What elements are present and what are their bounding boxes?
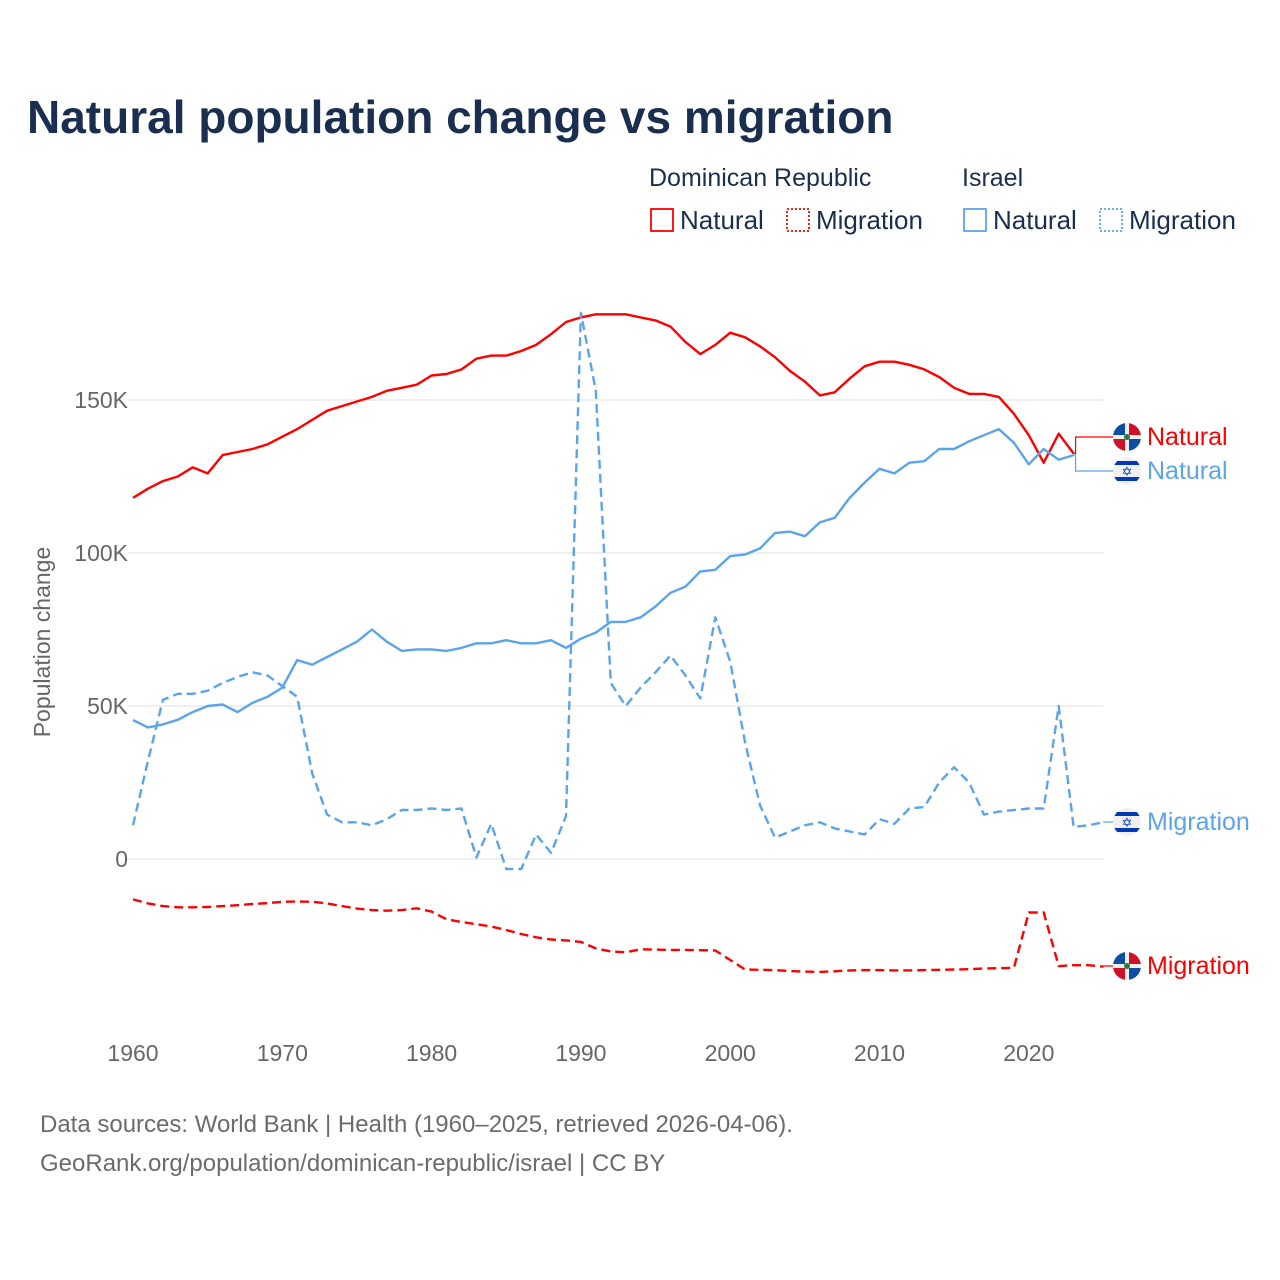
israel-flag-icon: ✡ — [1113, 457, 1141, 485]
legend-label-il-migration[interactable]: Migration — [1129, 205, 1236, 235]
series-line-dominican-republic-migration — [132, 898, 1104, 974]
dominican-republic-flag-icon — [1113, 952, 1141, 980]
x-tick-label: 1990 — [555, 1040, 606, 1066]
chart-title: Natural population change vs migration — [27, 91, 893, 143]
gridlines — [128, 399, 1104, 860]
legend: Dominican Republic Israel Natural Migrat… — [649, 164, 1236, 235]
x-axis-ticks: 1960 1970 1980 1990 2000 2010 2020 — [107, 1040, 1054, 1066]
y-tick-label: 50K — [87, 693, 129, 719]
legend-swatch-dr-natural — [650, 208, 674, 232]
label-connector — [1102, 965, 1113, 967]
x-tick-label: 2020 — [1003, 1040, 1054, 1066]
x-tick-label: 2000 — [705, 1040, 756, 1066]
x-tick-label: 1960 — [107, 1040, 158, 1066]
label-connector — [1073, 436, 1113, 455]
footer-sources: Data sources: World Bank | Health (1960–… — [40, 1111, 793, 1138]
israel-flag-icon: ✡ — [1113, 808, 1141, 836]
end-label-israel-migration: Migration — [1147, 808, 1250, 836]
legend-swatch-dr-migration — [786, 208, 810, 232]
legend-swatch-il-migration — [1099, 208, 1123, 232]
label-connector — [1073, 454, 1113, 472]
legend-label-dr-migration[interactable]: Migration — [816, 205, 923, 235]
x-tick-label: 1970 — [257, 1040, 308, 1066]
svg-text:✡: ✡ — [1122, 815, 1133, 830]
series-line-israel-migration — [131, 311, 1104, 871]
end-label-dominican-republic-natural: Natural — [1147, 423, 1228, 451]
series-line-dominican-republic-natural — [132, 313, 1075, 499]
dominican-republic-flag-icon — [1113, 423, 1141, 451]
y-tick-label: 150K — [74, 387, 128, 413]
x-tick-label: 2010 — [854, 1040, 905, 1066]
legend-group-israel: Israel — [962, 164, 1023, 192]
y-axis-label: Population change — [29, 547, 55, 738]
legend-label-il-natural[interactable]: Natural — [993, 205, 1077, 235]
end-label-israel-natural: Natural — [1147, 457, 1228, 485]
series-line-israel-natural — [132, 427, 1074, 729]
legend-group-dominican-republic: Dominican Republic — [649, 164, 871, 192]
end-labels: Natural Migration ✡ Natural ✡ Migration — [1073, 423, 1250, 980]
series-lines — [131, 311, 1104, 974]
y-axis-ticks: 0 50K 100K 150K — [74, 387, 128, 872]
x-tick-label: 1980 — [406, 1040, 457, 1066]
y-tick-label: 100K — [74, 540, 128, 566]
legend-label-dr-natural[interactable]: Natural — [680, 205, 764, 235]
y-tick-label: 0 — [115, 846, 128, 872]
svg-text:✡: ✡ — [1122, 464, 1133, 479]
legend-swatch-il-natural — [963, 208, 987, 232]
footer-link[interactable]: GeoRank.org/population/dominican-republi… — [40, 1150, 665, 1177]
end-label-dominican-republic-migration: Migration — [1147, 952, 1250, 980]
